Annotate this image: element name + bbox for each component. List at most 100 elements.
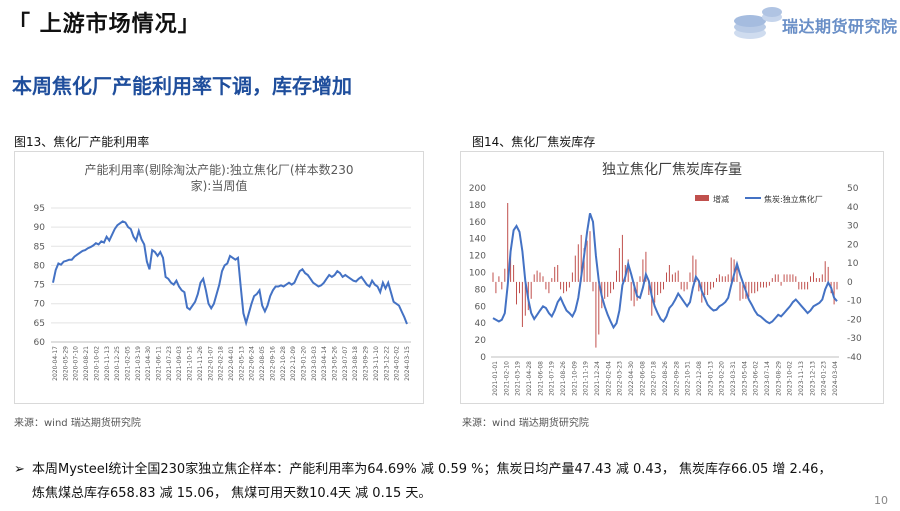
chart2-right-ytick-label: -20 (847, 315, 862, 325)
chart2-change-bar (813, 272, 814, 282)
chart2-change-bar (504, 268, 506, 282)
chart2-left-ytick-label: 20 (475, 336, 487, 346)
chart2-change-bar (663, 281, 664, 290)
chart1-xtick-label: 2023-11-10 (373, 346, 380, 381)
chart2-change-bar (671, 274, 673, 282)
chart2-change-bar (519, 281, 520, 294)
chart1-xtick-label: 2023-01-20 (300, 346, 307, 381)
chart2-change-bar (718, 274, 720, 282)
chart2-xtick-label: 2023-03-31 (730, 361, 737, 396)
chart2-change-bar (654, 281, 656, 303)
chart2-xtick-label: 2023-08-29 (775, 361, 782, 396)
chart2-change-bar (798, 281, 800, 290)
brand-logo-text: 瑞达期货研究院 (782, 17, 898, 36)
chart2-xtick-label: 2021-01-01 (492, 361, 499, 396)
chart1-xtick-label: 2020-11-13 (104, 346, 111, 381)
page-number: 10 (874, 494, 888, 507)
chart2-change-bar (739, 281, 741, 301)
chart2-change-bar (736, 263, 738, 282)
chart2-xtick-label: 2021-08-26 (560, 361, 567, 396)
chart1-ytick-label: 95 (34, 204, 45, 214)
chart1-xtick-label: 2022-12-09 (290, 346, 297, 381)
figure-14-caption: 图14、焦化厂焦炭库存 (472, 135, 596, 149)
chart2-change-bar (521, 281, 523, 327)
bullet-arrow-icon: ➢ (14, 462, 25, 477)
chart1-series-line (52, 220, 408, 327)
chart2-change-bar (815, 278, 817, 282)
chart2-xtick-label: 2022-07-18 (651, 361, 658, 396)
chart1-xtick-label: 2022-06-24 (249, 346, 256, 381)
chart2-change-bar (613, 281, 614, 290)
chart2-left-ytick-label: 200 (469, 184, 486, 194)
chart2-change-bar (498, 276, 500, 282)
chart2-change-bar (789, 274, 791, 282)
chart2-left-ytick-label: 180 (469, 201, 486, 211)
chart1-xtick-label: 2020-05-29 (62, 346, 69, 381)
chart2-right-ytick-label: -40 (847, 353, 862, 363)
chart1-ytick-label: 90 (34, 223, 46, 233)
chart1-xtick-label: 2023-09-29 (363, 346, 370, 381)
chart2-xtick-label: 2022-04-30 (628, 361, 635, 396)
chart2-change-bar (692, 255, 694, 282)
chart1-xtick-label: 2024-02-02 (394, 346, 401, 381)
chart2-left-ytick-label: 40 (475, 319, 487, 329)
coke-inventory-chart-panel: 独立焦化厂焦炭库存量 增减 焦炭:独立焦化厂 0 20 40 60 80 100 120 14… (460, 151, 884, 404)
chart1-xtick-label: 2023-07-07 (342, 346, 349, 381)
chart2-change-bar (557, 265, 559, 282)
chart2-change-bar (698, 281, 700, 292)
chart1-xtick-label: 2020-07-10 (73, 346, 80, 381)
chart2-xtick-label: 2022-02-04 (605, 361, 612, 396)
chart2-change-bar (818, 278, 820, 282)
chart2-change-bar (674, 272, 676, 282)
summary-bullet: ➢ 本周Mysteel统计全国230家独立焦企样本：产能利用率为64.69% 减 … (14, 458, 894, 506)
chart2-xtick-label: 2021-03-19 (515, 361, 522, 396)
chart2-xtick-label: 2022-10-31 (685, 361, 692, 396)
chart2-xtick-label: 2022-03-23 (617, 361, 624, 396)
chart2-change-bar (768, 281, 770, 286)
chart1-xtick-label: 2020-04-17 (52, 346, 59, 381)
chart1-xtick-label: 2021-06-11 (156, 346, 163, 381)
chart2-change-bar (604, 281, 606, 299)
chart2-change-bar (566, 281, 567, 292)
chart2-xtick-label: 2023-05-04 (741, 361, 748, 396)
chart1-xtick-label: 2022-08-05 (259, 346, 266, 381)
chart1-xtick-label: 2021-04-30 (145, 346, 152, 381)
chart2-change-bar (677, 270, 679, 282)
chart2-change-bar (704, 281, 706, 295)
chart2-change-bar (827, 266, 829, 282)
chart2-change-bar (695, 259, 697, 282)
chart2-change-bar (824, 261, 826, 282)
summary-line-2: 炼焦煤总库存658.83 减 15.06， 焦煤可用天数10.4天 减 0.15… (32, 486, 432, 501)
chart2-left-ytick-label: 100 (469, 269, 486, 279)
chart2-change-bar (680, 281, 682, 290)
chart2-xtick-label: 2023-06-02 (753, 361, 760, 396)
chart2-xtick-label: 2021-06-08 (537, 361, 544, 396)
chart2-change-bar (757, 281, 759, 292)
chart2-xtick-label: 2022-08-26 (662, 361, 669, 396)
chart2-change-bar (633, 281, 635, 307)
chart2-xtick-label: 2021-10-09 (571, 361, 578, 396)
chart2-change-bar (804, 281, 806, 290)
chart2-change-bar (774, 274, 776, 282)
chart1-xtick-label: 2023-05-26 (332, 346, 339, 381)
figure-13-source: 来源：wind 瑞达期货研究院 (14, 418, 141, 429)
chart2-change-bar (713, 281, 714, 288)
chart2-xtick-label: 2021-02-10 (503, 361, 510, 396)
chart2-change-bar (616, 270, 617, 282)
summary-line-1: 本周Mysteel统计全国230家独立焦企样本：产能利用率为64.69% 减 0… (32, 462, 832, 477)
chart2-change-bar (795, 276, 797, 282)
chart2-change-bar (730, 257, 732, 282)
chart1-xtick-label: 2021-07-23 (166, 346, 173, 381)
coke-inventory-chart: 独立焦化厂焦炭库存量 增减 焦炭:独立焦化厂 02040608010012014… (469, 162, 862, 396)
chart1-ytick-label: 80 (34, 261, 46, 271)
chart2-change-bar (610, 281, 612, 294)
chart2-right-ytick-label: 40 (847, 203, 859, 213)
chart1-xtick-label: 2020-08-21 (83, 346, 90, 381)
chart1-xtick-label: 2021-10-15 (187, 346, 194, 381)
chart2-xtick-label: 2021-11-19 (583, 361, 590, 396)
chart2-change-bar (492, 272, 494, 282)
chart2-change-bar (833, 281, 835, 305)
chart2-change-bar (560, 281, 562, 290)
chart2-change-bar (771, 278, 773, 282)
chart2-right-ytick-label: -10 (847, 297, 862, 307)
